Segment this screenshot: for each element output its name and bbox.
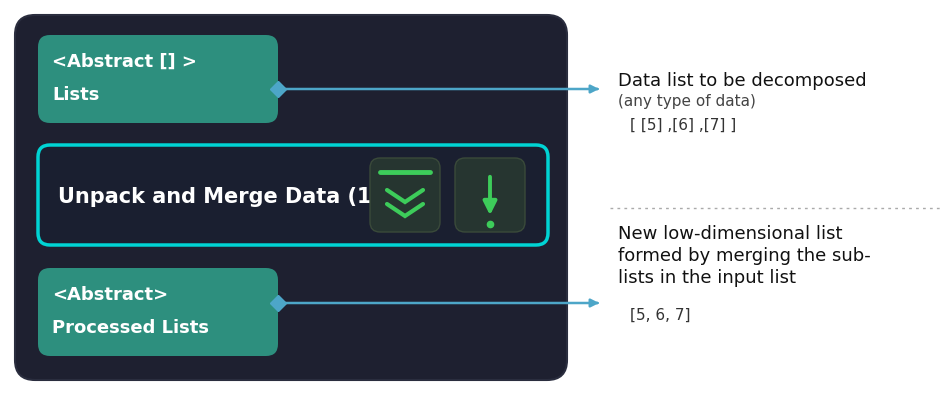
Text: Unpack and Merge Data (1): Unpack and Merge Data (1) <box>58 187 381 207</box>
Text: Lists: Lists <box>52 86 100 104</box>
FancyBboxPatch shape <box>38 145 548 245</box>
Text: formed by merging the sub-: formed by merging the sub- <box>618 247 871 265</box>
FancyBboxPatch shape <box>370 158 440 232</box>
Text: Data list to be decomposed: Data list to be decomposed <box>618 72 866 90</box>
Text: [ [5] ,[6] ,[7] ]: [ [5] ,[6] ,[7] ] <box>630 118 736 133</box>
FancyBboxPatch shape <box>455 158 525 232</box>
FancyBboxPatch shape <box>38 268 278 356</box>
Text: Processed Lists: Processed Lists <box>52 319 209 337</box>
FancyBboxPatch shape <box>15 15 567 380</box>
Text: (any type of data): (any type of data) <box>618 94 755 109</box>
Text: [5, 6, 7]: [5, 6, 7] <box>630 308 691 323</box>
Text: New low-dimensional list: New low-dimensional list <box>618 225 843 243</box>
FancyBboxPatch shape <box>38 35 278 123</box>
Text: <Abstract [] >: <Abstract [] > <box>52 53 196 71</box>
Text: <Abstract>: <Abstract> <box>52 286 168 304</box>
Text: lists in the input list: lists in the input list <box>618 269 796 287</box>
